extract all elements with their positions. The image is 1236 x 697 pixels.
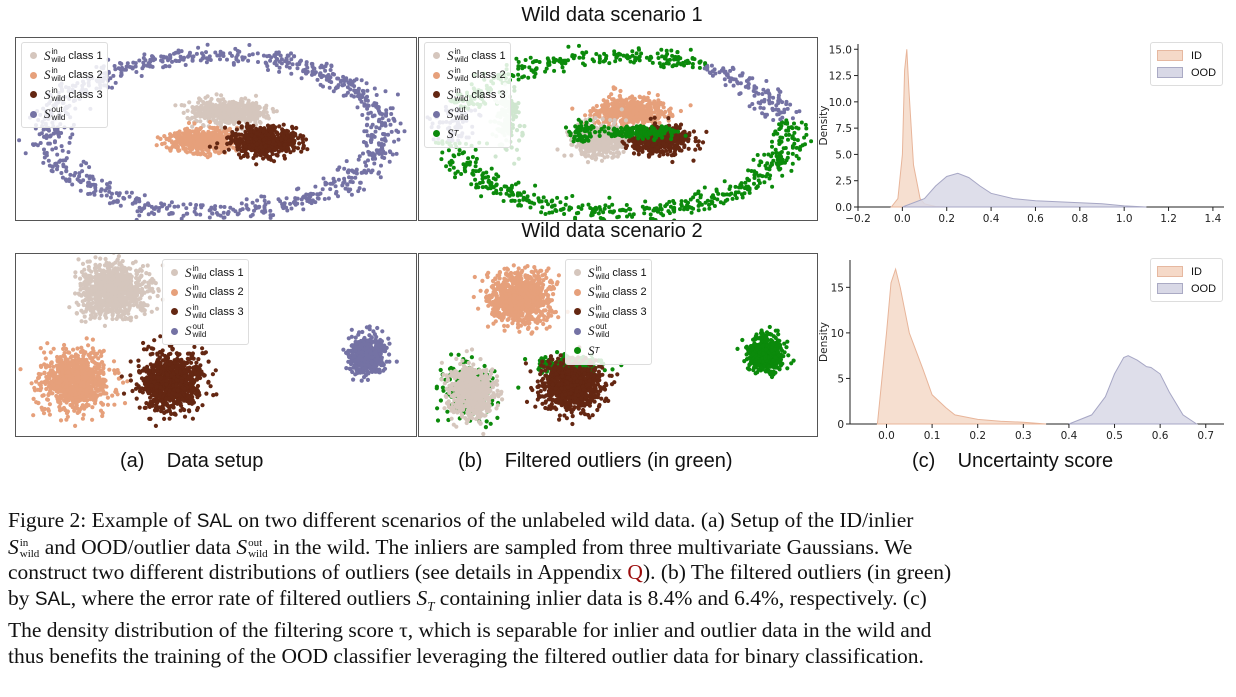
x-tick-label: 1.2	[1160, 213, 1177, 225]
figure-caption: Figure 2: Example of SAL on two differen…	[8, 508, 1228, 669]
y-tick-label: 0.0	[835, 202, 852, 214]
x-tick-label: 0.0	[878, 430, 895, 442]
y-tick-label: 0	[837, 419, 844, 431]
density-area-ood	[1068, 355, 1199, 425]
x-tick-label: 1.0	[1116, 213, 1133, 225]
density-legend-2: ID OOD	[1150, 258, 1224, 302]
scatter-panel-a2	[15, 253, 417, 437]
caption-line-5: The density distribution of the filterin…	[8, 618, 932, 643]
class2-cloud	[570, 85, 693, 135]
x-tick-label: 0.2	[938, 213, 955, 225]
class2-cloud	[471, 263, 582, 336]
outlier-ring	[17, 42, 407, 220]
y-axis-label: Density	[818, 322, 830, 362]
x-tick-label: 0.8	[1071, 213, 1088, 225]
scenario1-title: Wild data scenario 1	[521, 4, 703, 26]
density-area-id	[876, 267, 1047, 425]
x-tick-label: 1.4	[1205, 213, 1222, 225]
x-tick-label: 0.6	[1152, 430, 1169, 442]
x-tick-label: −0.2	[845, 213, 871, 225]
y-tick-label: 5	[837, 373, 844, 385]
y-tick-label: 15	[831, 282, 844, 294]
y-tick-label: 10	[831, 328, 844, 340]
subcaption-c: (c) Uncertainty score	[912, 450, 1114, 472]
scatter-panel-a1	[15, 37, 417, 221]
x-tick-label: 0.6	[1027, 213, 1044, 225]
filtered-inliers-2	[563, 117, 598, 144]
scenario2-title: Wild data scenario 2	[521, 220, 703, 242]
x-tick-label: 0.4	[1061, 430, 1078, 442]
caption-line-4: by SAL, where the error rate of filtered…	[8, 585, 927, 613]
caption-line-3: construct two different distributions of…	[8, 560, 952, 584]
legend-item-ood: OOD	[1157, 64, 1216, 81]
legend-item-ood: OOD	[1157, 280, 1216, 297]
caption-line-1: Figure 2: Example of SAL on two differen…	[8, 508, 914, 532]
x-tick-label: 0.2	[969, 430, 986, 442]
subcaption-b: (b) Filtered outliers (in green)	[458, 450, 733, 472]
legend-item-id: ID	[1157, 263, 1216, 280]
x-tick-label: 0.5	[1106, 430, 1123, 442]
legend-item-id: ID	[1157, 47, 1216, 64]
x-tick-label: 0.0	[894, 213, 911, 225]
outlier-cloud	[341, 324, 399, 383]
y-tick-label: 10.0	[829, 97, 852, 109]
density-legend-1: ID OOD	[1150, 42, 1224, 86]
y-tick-label: 5.0	[835, 149, 852, 161]
x-tick-label: 0.1	[924, 430, 941, 442]
class3-cloud	[207, 120, 310, 167]
class1-cloud	[67, 254, 165, 328]
appendix-link[interactable]: Q	[627, 560, 643, 584]
caption-line-6: thus benefits the training of the OOD cl…	[8, 643, 924, 668]
class3-cloud	[523, 345, 620, 427]
y-tick-label: 2.5	[835, 176, 852, 188]
y-tick-label: 7.5	[835, 123, 852, 135]
subcaption-a: (a) Data setup	[120, 450, 264, 472]
x-tick-label: 0.4	[983, 213, 1000, 225]
class3-cloud	[119, 334, 219, 428]
filtered-outlier-cloud	[735, 324, 796, 380]
class1-cloud	[439, 347, 505, 436]
x-tick-label: 0.3	[1015, 430, 1032, 442]
y-tick-label: 12.5	[829, 71, 852, 83]
y-tick-label: 15.0	[829, 44, 852, 56]
class1-cloud	[173, 92, 279, 133]
x-tick-label: 0.7	[1197, 430, 1214, 442]
filtered-inliers	[597, 124, 688, 143]
density-chart-1: −0.2 0.0 0.2 0.4 0.6 0.8 1.0 1.2 1.40.02.55.07.5…	[818, 44, 1224, 225]
density-area-ood	[902, 172, 1147, 208]
y-axis-label: Density	[818, 106, 830, 146]
class2-cloud	[18, 336, 130, 428]
density-chart-2: 0.0 0.1 0.2 0.3 0.4 0.5 0.6 0.7 0 5 10 15 Density	[818, 260, 1224, 442]
